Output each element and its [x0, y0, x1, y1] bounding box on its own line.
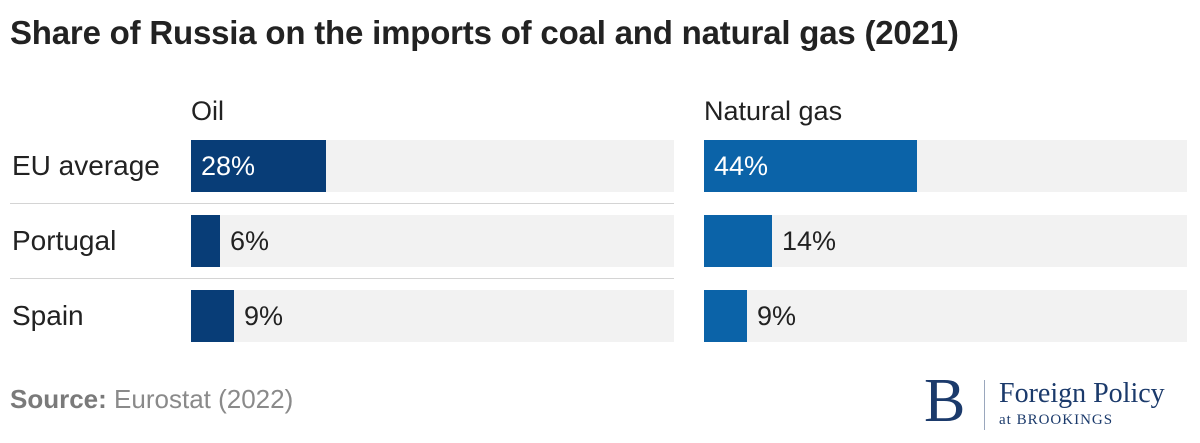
row-divider [10, 203, 674, 204]
logo-name: Foreign Policy [999, 378, 1165, 409]
bar-track: 28% [191, 140, 674, 192]
bar-track: 6% [191, 215, 674, 267]
data-label: 9% [757, 301, 797, 331]
row-divider [10, 278, 674, 279]
bar [704, 290, 747, 342]
data-label: 44% [714, 151, 769, 181]
logo-sub: at BROOKINGS [999, 412, 1114, 428]
panel-title: Oil [191, 96, 224, 126]
bar [704, 140, 917, 192]
brookings-logo: B Foreign Policy at BROOKINGS [924, 368, 1194, 434]
bar-track: 9% [704, 290, 1187, 342]
bar-track: 14% [704, 215, 1187, 267]
source-label: Source: [10, 384, 107, 414]
bar-track: 9% [191, 290, 674, 342]
bar-track: 44% [704, 140, 1187, 192]
chart-title: Share of Russia on the imports of coal a… [10, 14, 959, 51]
logo-divider [984, 380, 985, 430]
data-label: 9% [244, 301, 284, 331]
source-text: Eurostat (2022) [114, 384, 294, 414]
bar [191, 290, 234, 342]
source-note: Source: Eurostat (2022) [10, 384, 293, 415]
data-label: 28% [201, 151, 256, 181]
logo-letter: B [924, 367, 966, 435]
row-label: EU average [12, 150, 160, 181]
data-label: 6% [230, 226, 270, 256]
data-label: 14% [782, 226, 837, 256]
row-label: Portugal [12, 225, 117, 256]
bar [191, 140, 326, 192]
row-label: Spain [12, 300, 84, 331]
bar [191, 215, 220, 267]
panel-title: Natural gas [704, 96, 843, 126]
bar [704, 215, 772, 267]
